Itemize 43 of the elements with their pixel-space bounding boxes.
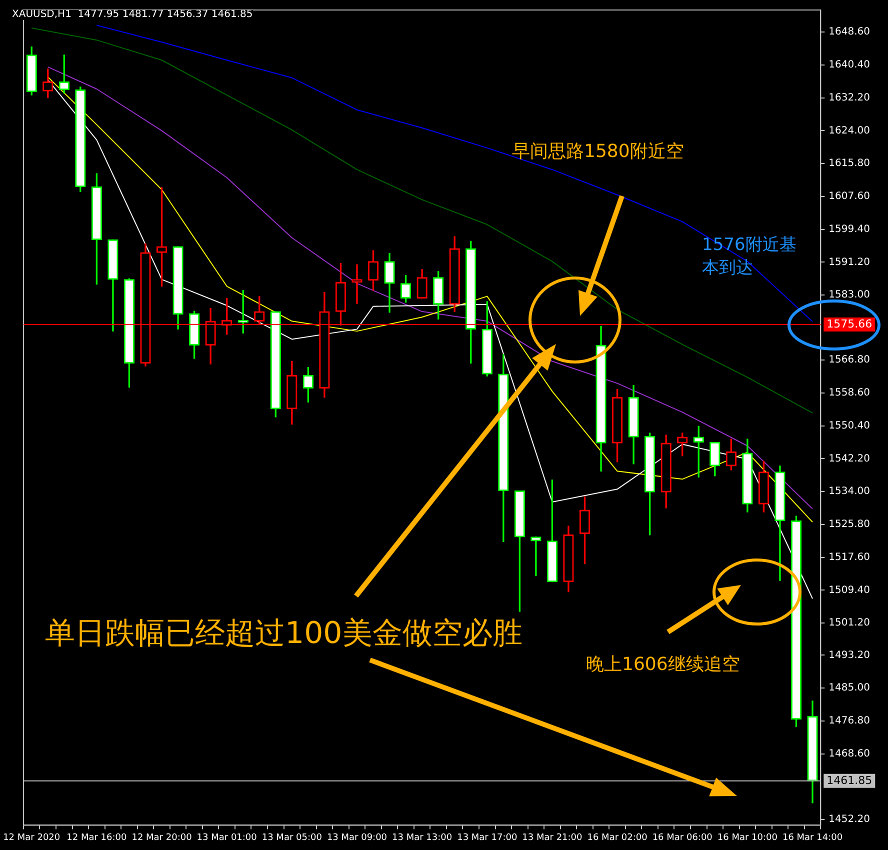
y-tick-label: 1583.00 — [828, 290, 870, 301]
x-tick-label: 13 Mar 21:00 — [522, 832, 583, 843]
y-tick-label: 1599.40 — [828, 224, 870, 235]
y-tick-label: 1640.40 — [828, 60, 870, 71]
y-tick-label: 1525.80 — [828, 519, 870, 530]
y-tick-label: 1476.80 — [828, 716, 870, 727]
y-tick-label: 1632.20 — [828, 92, 870, 104]
x-tick-label: 16 Mar 10:00 — [717, 832, 778, 843]
x-tick-label: 12 Mar 16:00 — [66, 832, 128, 843]
x-tick-label: 12 Mar 2020 — [3, 832, 60, 843]
y-tick-label: 1534.00 — [828, 486, 870, 498]
annotation: 晚上1606继续追空 — [586, 653, 740, 677]
y-tick-label: 1615.80 — [828, 158, 870, 170]
y-tick-label: 1648.60 — [828, 26, 870, 38]
y-tick-label: 1542.20 — [828, 453, 870, 464]
y-tick-label: 1493.20 — [828, 650, 870, 661]
ref-line-label: 1461.85 — [826, 774, 872, 787]
y-tick-label: 1452.20 — [828, 814, 870, 826]
chart-title: XAUUSD,H1 1477.95 1481.77 1456.37 1461.85 — [12, 9, 253, 20]
x-tick-label: 16 Mar 06:00 — [652, 832, 713, 843]
candlestick — [530, 536, 542, 576]
y-tick-label: 1509.40 — [828, 584, 870, 596]
x-tick-label: 13 Mar 17:00 — [457, 832, 518, 843]
x-tick-label: 13 Mar 09:00 — [326, 832, 388, 843]
x-tick-label: 13 Mar 13:00 — [392, 832, 452, 843]
y-tick-label: 1468.60 — [828, 748, 870, 760]
x-tick-label: 16 Mar 14:00 — [782, 832, 843, 843]
y-tick-label: 1607.60 — [828, 191, 870, 202]
y-tick-label: 1624.00 — [828, 125, 870, 136]
y-tick-label: 1501.20 — [828, 618, 870, 629]
annotation: 早间思路1580附近空 — [512, 140, 684, 164]
y-tick-label: 1591.20 — [828, 256, 870, 268]
x-tick-label: 16 Mar 02:00 — [587, 832, 648, 843]
y-tick-label: 1558.60 — [828, 388, 870, 399]
y-tick-label: 1550.40 — [828, 420, 870, 432]
x-tick-label: 12 Mar 20:00 — [132, 832, 192, 843]
y-tick-label: 1517.60 — [828, 552, 870, 563]
y-tick-label: 1566.80 — [828, 354, 870, 366]
y-tick-label: 1485.00 — [828, 682, 870, 694]
x-tick-label: 13 Mar 01:00 — [196, 832, 258, 843]
ref-line-label: 1575.66 — [826, 317, 872, 330]
annotation: 单日跌幅已经超过100美金做空必胜 — [45, 615, 522, 653]
x-tick-label: 13 Mar 05:00 — [262, 832, 322, 843]
